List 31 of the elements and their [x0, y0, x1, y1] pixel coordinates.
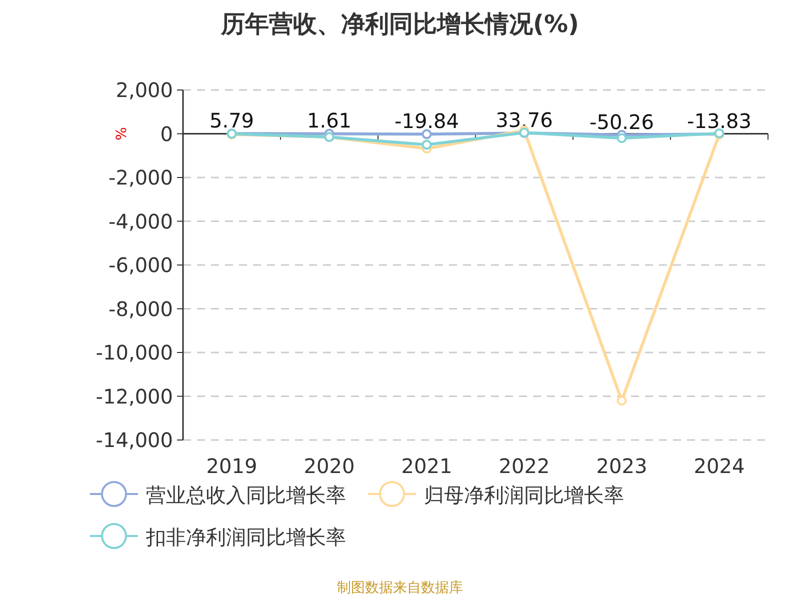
y-tick-label: -6,000: [108, 253, 173, 277]
data-label: -13.83: [687, 109, 752, 134]
y-tick-label: 0: [160, 122, 173, 146]
data-label: 5.79: [209, 108, 254, 133]
x-tick-label: 2024: [694, 454, 745, 478]
text: 制图数据来自数据库: [337, 580, 463, 596]
point: [422, 140, 432, 150]
legend-label: 营业总收入同比增长率: [146, 483, 346, 507]
legend-label: 扣非净利润同比增长率: [145, 525, 346, 549]
x-tick-label: 2019: [206, 454, 258, 478]
chart-title: 历年营收、净利同比增长情况(%): [220, 10, 579, 38]
legend-label: 归母净利润同比增长率: [424, 483, 624, 507]
point: [422, 129, 432, 140]
data-label: -50.26: [590, 110, 654, 134]
y-tick-label: -10,000: [96, 340, 173, 364]
y-tick-label: -4,000: [108, 209, 173, 234]
x-tick-label: 2023: [596, 454, 648, 478]
data-label: 33.76: [496, 108, 553, 132]
y-tick-label: 2,000: [116, 78, 173, 102]
data-label: -19.84: [394, 109, 459, 134]
y-tick-label: -12,000: [96, 384, 173, 408]
y-tick-label: -14,000: [96, 428, 173, 452]
x-tick-label: 2020: [304, 454, 355, 478]
point: [616, 396, 627, 406]
y-axis-title: %: [114, 127, 130, 140]
data-label: 1.61: [306, 108, 352, 133]
y-tick-label: -2,000: [108, 166, 173, 190]
x-tick-label: 2021: [401, 454, 452, 478]
x-tick-label: 2022: [498, 454, 550, 478]
point: [616, 133, 627, 144]
y-tick-label: -8,000: [108, 296, 173, 321]
